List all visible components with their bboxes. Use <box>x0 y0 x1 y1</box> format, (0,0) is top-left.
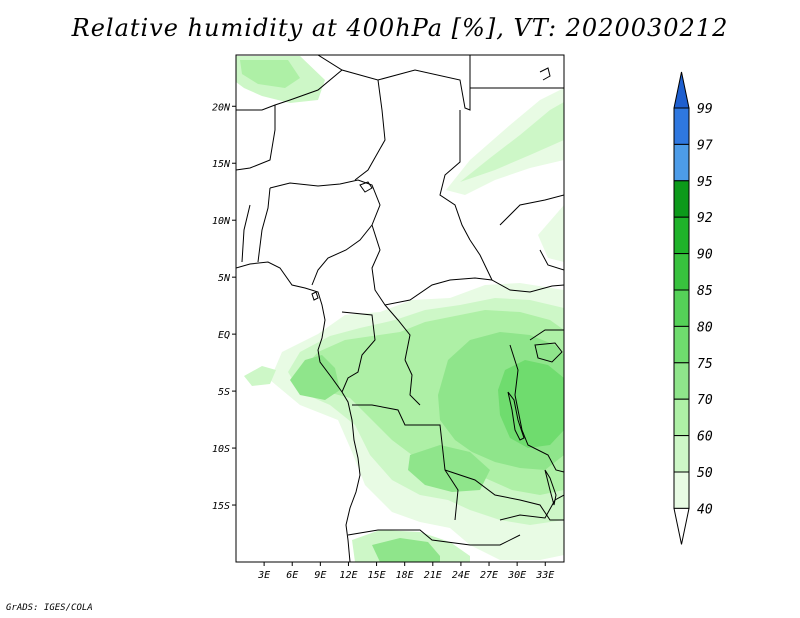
colorbar-label: 97 <box>697 138 713 153</box>
colorbar-segment <box>673 107 690 145</box>
colorbar-segment <box>673 216 690 255</box>
x-tick-label: 12E <box>339 570 357 581</box>
border-sahara-2 <box>377 55 471 111</box>
colorbar-segment <box>673 325 690 364</box>
latitude-axis: 20N 15N 10N 5N EQ 5S 10S 15S <box>212 102 236 512</box>
x-tick-label: 18E <box>396 570 414 581</box>
humidity-patch-northwest-core <box>240 60 300 88</box>
colorbar-segment <box>673 398 690 437</box>
colorbar-label: 70 <box>697 393 713 408</box>
x-tick-label: 3E <box>257 570 270 581</box>
y-tick-label: 10S <box>212 444 230 455</box>
map-title: Relative humidity at 400hPa [%], VT: 202… <box>71 14 729 42</box>
y-tick-label: 5N <box>218 273 231 284</box>
y-tick-label: EQ <box>218 330 230 341</box>
colorbar-label: 50 <box>697 466 713 481</box>
colorbar-label: 80 <box>697 320 713 335</box>
colorbar-segment <box>673 471 690 509</box>
border-cameroon-coast <box>341 311 376 393</box>
x-tick-label: 27E <box>480 570 498 581</box>
humidity-patch-northeast-core <box>460 102 564 182</box>
colorbar-segment <box>673 289 690 327</box>
border-sudan-south <box>539 249 564 271</box>
border-angola-zambia <box>444 469 564 521</box>
colorbar-segment <box>673 435 690 473</box>
border-sudan-east <box>499 194 564 226</box>
humidity-region-west-green <box>290 355 340 400</box>
colorbar-arrow-bottom <box>673 507 690 545</box>
border-south-east <box>499 494 564 521</box>
border-niger-mali <box>236 105 276 171</box>
x-tick-label: 9E <box>314 570 326 581</box>
colorbar-label: 90 <box>697 248 713 263</box>
border-angola-south <box>347 529 521 546</box>
lake-victoria <box>534 342 563 363</box>
border-uganda <box>529 329 564 341</box>
border-drc-east <box>509 344 564 473</box>
border-car-south <box>384 304 411 361</box>
border-car-north <box>469 239 564 293</box>
x-tick-label: 24E <box>452 570 470 581</box>
x-tick-label: 33E <box>535 570 554 581</box>
lake-tanganyika <box>507 391 525 441</box>
map-panel <box>236 55 564 562</box>
border-nigeria-north <box>269 179 381 286</box>
y-tick-label: 10N <box>212 216 231 227</box>
x-tick-label: 15E <box>368 570 386 581</box>
colorbar-label: 99 <box>697 102 713 117</box>
humidity-patch-northeast <box>446 88 564 195</box>
y-tick-label: 15N <box>212 159 231 170</box>
humidity-patch-east-edge <box>538 205 564 262</box>
coastline <box>236 261 361 562</box>
colorbar-arrow-top <box>673 71 690 109</box>
grads-credit: GrADS: IGES/COLA <box>6 603 93 613</box>
colorbar-label: 60 <box>697 430 713 445</box>
border-chad-west <box>439 110 471 241</box>
border-congo <box>404 359 421 406</box>
map-frame <box>235 54 565 563</box>
x-tick-label: 21E <box>424 570 442 581</box>
longitude-axis: 3E 6E 9E 12E 15E 18E 21E 24E 27E 30E 33E <box>257 562 554 581</box>
humidity-field <box>236 56 564 562</box>
island-bioko <box>311 291 319 301</box>
colorbar-segment <box>673 143 690 182</box>
border-togo <box>241 204 251 263</box>
y-tick-label: 5S <box>218 387 230 398</box>
colorbar-label: 85 <box>697 284 713 299</box>
colorbar-label: 92 <box>697 211 713 226</box>
lake-malawi <box>544 469 557 506</box>
humidity-patch-coast-west <box>244 366 276 386</box>
y-tick-label: 15S <box>212 501 230 512</box>
y-tick-label: 20N <box>212 102 231 113</box>
border-sahara-3 <box>236 69 343 111</box>
country-borders <box>236 55 564 562</box>
x-tick-label: 6E <box>286 570 298 581</box>
colorbar-label: 75 <box>697 357 713 372</box>
colorbar-label: 95 <box>697 175 713 190</box>
colorbar-segment <box>673 253 690 291</box>
lake-chad <box>359 181 373 193</box>
border-cameroon-car <box>371 224 493 306</box>
x-tick-label: 30E <box>507 570 526 581</box>
border-benin <box>257 187 271 263</box>
coast-east-north <box>539 67 551 81</box>
humidity-region-south-green <box>408 445 490 492</box>
border-drc-west <box>352 404 459 521</box>
humidity-patch-south-core <box>372 538 440 562</box>
colorbar-label: 40 <box>697 502 713 517</box>
colorbar-segment <box>673 180 690 218</box>
colorbar: 99 97 95 92 90 85 80 75 70 60 50 40 <box>673 71 713 545</box>
colorbar-segment <box>673 362 690 400</box>
